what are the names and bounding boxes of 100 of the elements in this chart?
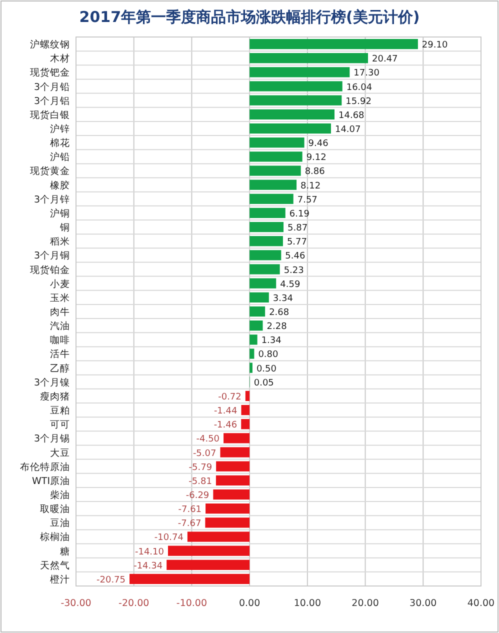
y-tick-label: 沪螺纹钢	[30, 38, 70, 51]
bar	[250, 109, 335, 120]
bar	[241, 419, 250, 430]
y-tick-label: 布伦特原油	[20, 460, 70, 473]
data-label: 6.19	[289, 209, 310, 220]
bar	[250, 180, 297, 190]
bar	[250, 67, 350, 78]
data-label: 0.50	[256, 364, 277, 374]
bar	[187, 532, 250, 542]
data-label: 9.12	[306, 153, 326, 164]
data-label: -20.75	[96, 575, 126, 586]
bar	[166, 560, 250, 570]
y-tick-label: 豆油	[50, 517, 70, 530]
y-tick-label: 木材	[50, 52, 70, 65]
data-label: -14.34	[134, 561, 163, 572]
y-tick-label: 沪锌	[50, 123, 70, 135]
data-label: 0.80	[258, 350, 279, 360]
y-tick-label: 3个月铝	[34, 94, 70, 107]
y-tick-label: 稻米	[50, 236, 70, 248]
y-tick-label: 瘦肉猪	[40, 390, 70, 402]
bar	[205, 518, 250, 528]
x-tick-label: 10.00	[294, 598, 322, 609]
data-label: 15.92	[346, 96, 372, 107]
bar	[250, 222, 284, 232]
data-label: 0.05	[254, 378, 274, 388]
y-tick-label: 小麦	[50, 278, 70, 290]
data-label: -7.67	[178, 519, 202, 530]
data-label: -4.50	[196, 434, 220, 445]
bar	[250, 264, 280, 274]
y-tick-label: 现货白银	[30, 108, 70, 121]
bar	[250, 38, 418, 50]
data-label: 29.10	[422, 40, 448, 51]
bar	[245, 390, 250, 402]
data-label: -0.72	[218, 392, 242, 402]
bar	[250, 250, 282, 260]
x-tick-label: 40.00	[467, 598, 495, 609]
bar	[250, 152, 302, 162]
bar	[250, 236, 283, 246]
data-label: 5.77	[286, 238, 307, 248]
data-label: 2.68	[269, 308, 290, 318]
y-tick-label: 铜	[59, 222, 70, 234]
data-label: 4.59	[280, 280, 300, 290]
bar	[250, 194, 294, 204]
x-tick-label: -30.00	[60, 598, 92, 609]
y-tick-label: 豆粕	[50, 406, 70, 417]
data-label: 7.57	[297, 195, 318, 206]
data-label: -7.61	[178, 505, 202, 516]
y-tick-label: 现货铂金	[30, 264, 70, 276]
y-tick-label: 沪铅	[50, 151, 70, 164]
bar	[130, 574, 250, 584]
bar	[250, 320, 263, 331]
bar	[250, 53, 368, 64]
y-tick-label: 现货钯金	[30, 66, 70, 79]
bar	[250, 81, 342, 92]
y-tick-label: 3个月铜	[34, 250, 70, 262]
bar	[216, 461, 250, 472]
bar	[250, 334, 258, 345]
data-label: 8.86	[304, 167, 326, 178]
data-label: 8.12	[300, 181, 321, 192]
data-label: 17.30	[354, 68, 380, 79]
data-label: 14.07	[334, 125, 361, 135]
y-tick-label: 肉牛	[50, 306, 70, 318]
data-label: -1.44	[214, 406, 238, 417]
y-tick-label: 3个月镍	[34, 376, 70, 388]
data-label: 5.23	[284, 266, 304, 276]
bar	[250, 362, 252, 373]
bar	[206, 504, 250, 514]
y-tick-label: 取暖油	[40, 503, 70, 516]
chart-title: 2017年第一季度商品市场涨跌幅排行榜(美元计价)	[79, 8, 420, 26]
data-label: -14.10	[134, 547, 164, 558]
data-label: -5.79	[188, 462, 212, 473]
data-label: -5.81	[188, 476, 212, 487]
y-tick-label: WTI原油	[32, 474, 70, 487]
bar	[241, 404, 250, 416]
y-tick-label: 可可	[50, 420, 70, 431]
bar	[250, 138, 304, 148]
bar	[250, 166, 301, 176]
data-label: -10.74	[154, 533, 184, 544]
bar	[213, 489, 250, 500]
y-tick-label: 柴油	[50, 489, 70, 501]
y-tick-label: 3个月锡	[34, 432, 70, 445]
y-tick-label: 乙醇	[50, 362, 70, 374]
bar	[168, 546, 250, 556]
data-label: 3.34	[272, 294, 294, 304]
data-label: 20.47	[372, 54, 398, 65]
x-tick-label: 30.00	[410, 598, 437, 609]
bar	[250, 306, 266, 317]
y-tick-label: 棉花	[50, 137, 70, 150]
data-label: 14.68	[338, 110, 365, 121]
y-tick-label: 活牛	[50, 348, 70, 360]
y-tick-label: 橙汁	[50, 573, 70, 586]
bar	[250, 123, 331, 134]
data-label: -6.29	[186, 491, 210, 501]
bar	[250, 348, 254, 359]
x-tick-label: -20.00	[118, 598, 150, 609]
y-tick-label: 3个月锌	[34, 193, 70, 206]
bar	[250, 208, 286, 218]
data-label: 2.28	[266, 322, 288, 332]
bar	[224, 433, 250, 444]
x-tick-label: -10.00	[176, 598, 208, 609]
